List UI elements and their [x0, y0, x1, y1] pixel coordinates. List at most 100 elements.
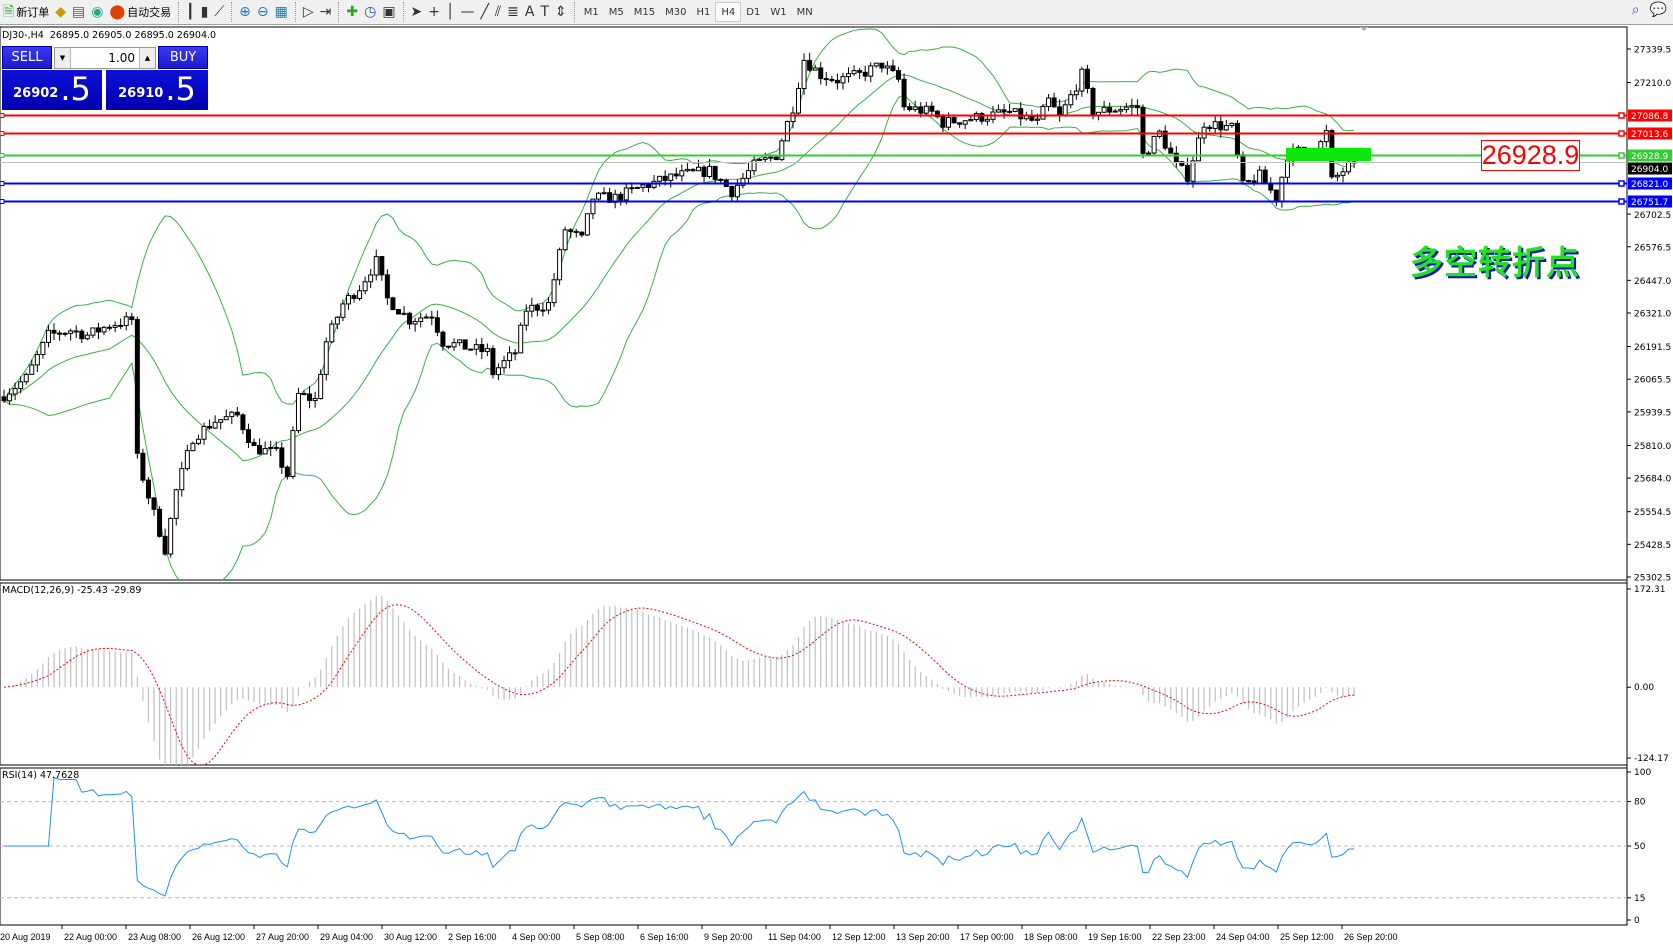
- text-label-button[interactable]: T: [537, 1, 552, 23]
- candle: [162, 528, 168, 556]
- chart-shift-button[interactable]: ⇥: [317, 1, 335, 23]
- timeframe-m1[interactable]: M1: [583, 6, 599, 18]
- trendline-button[interactable]: ╱: [477, 1, 491, 23]
- candle-body: [18, 381, 24, 389]
- crosshair-button[interactable]: +: [425, 1, 443, 23]
- pivot-price-label[interactable]: 26928.9: [1481, 140, 1580, 171]
- buy-button[interactable]: BUY: [158, 46, 208, 69]
- search-icon[interactable]: ⌕: [1631, 2, 1640, 18]
- sell-button[interactable]: SELL: [2, 46, 52, 69]
- candle: [390, 296, 396, 311]
- candle: [445, 345, 451, 350]
- bar-chart-button[interactable]: ┃: [183, 1, 197, 23]
- level-anchor: [1618, 198, 1625, 205]
- candle: [640, 183, 646, 192]
- candle: [1073, 84, 1079, 100]
- annotation-text[interactable]: 多空转折点: [1410, 243, 1580, 282]
- timeframe-m15[interactable]: M15: [633, 6, 656, 18]
- candle-body: [879, 62, 885, 69]
- lot-increase-button[interactable]: ▲: [139, 48, 155, 68]
- candle-body: [712, 165, 718, 180]
- lot-value[interactable]: 1.00: [108, 51, 135, 65]
- indicators-button[interactable]: ✚: [343, 1, 361, 23]
- chat-icon[interactable]: 💬: [1649, 2, 1667, 18]
- candle: [979, 112, 985, 125]
- candle-body: [290, 430, 296, 477]
- templates-button[interactable]: ▣: [379, 1, 398, 23]
- buy-price-button[interactable]: 26910 .5: [106, 70, 208, 110]
- timeframe-m30[interactable]: M30: [665, 6, 687, 18]
- candle-body: [1273, 189, 1279, 202]
- candle-body: [395, 309, 401, 315]
- candle-body: [257, 445, 263, 455]
- timeframe-m5[interactable]: M5: [608, 6, 624, 18]
- timeframe-h1[interactable]: H1: [696, 6, 711, 18]
- candle-body: [962, 120, 968, 125]
- candle-body: [1084, 68, 1090, 89]
- candle: [118, 318, 124, 330]
- auto-trading-button[interactable]: ⬤ 自动交易: [107, 1, 175, 23]
- sell-price-pips: .5: [60, 70, 91, 108]
- candle: [268, 440, 274, 457]
- candle-body: [12, 387, 18, 395]
- candle-body: [190, 442, 196, 452]
- fibonacci-button[interactable]: ≣: [504, 1, 522, 23]
- auto-scroll-button[interactable]: ▷: [300, 1, 317, 23]
- candle-body: [484, 348, 490, 353]
- candle: [846, 67, 852, 83]
- vertical-line-button[interactable]: │: [443, 1, 457, 23]
- candle-body: [918, 106, 924, 114]
- zoom-out-button[interactable]: ⊖: [254, 1, 272, 23]
- candle-body: [1240, 154, 1246, 182]
- candle-body: [207, 425, 213, 429]
- candle: [996, 104, 1002, 113]
- level-anchor: [1618, 180, 1625, 187]
- signals-button[interactable]: ◉: [88, 1, 106, 23]
- candle-body: [418, 317, 424, 322]
- zoom-in-button[interactable]: ⊕: [236, 1, 254, 23]
- candle-body: [1257, 169, 1263, 184]
- candle: [40, 341, 46, 359]
- text-button[interactable]: A: [522, 1, 538, 23]
- timeframe-h4[interactable]: H4: [715, 2, 742, 22]
- candle-body: [423, 316, 429, 319]
- time-tick-label: 24 Sep 04:00: [1216, 932, 1270, 942]
- sell-price-button[interactable]: 26902 .5: [2, 70, 102, 110]
- tile-windows-button[interactable]: ▦: [272, 1, 291, 23]
- timeframe-mn[interactable]: MN: [796, 6, 813, 18]
- candle: [179, 461, 185, 497]
- metaeditor-button[interactable]: ◆: [52, 1, 69, 23]
- horizontal-line-button[interactable]: —: [457, 1, 477, 23]
- timeframe-w1[interactable]: W1: [770, 6, 787, 18]
- lot-size-field[interactable]: ▼ 1.00 ▲: [54, 47, 156, 69]
- new-order-button[interactable]: 🗎 新订单: [0, 1, 52, 23]
- candle: [834, 73, 840, 90]
- cursor-button[interactable]: ➤: [408, 1, 426, 23]
- candle-body: [1262, 169, 1268, 184]
- candle: [351, 293, 357, 303]
- arrows-button[interactable]: ⇕: [552, 1, 570, 23]
- candle: [1112, 108, 1118, 113]
- bollinger-middle: [3, 74, 1355, 462]
- candle: [696, 159, 701, 172]
- candle: [379, 256, 385, 281]
- candle: [323, 337, 329, 381]
- toolbar-separator: [178, 2, 180, 22]
- candle: [301, 390, 307, 396]
- candle: [329, 320, 335, 344]
- candle: [1129, 98, 1135, 115]
- candle: [796, 82, 802, 116]
- bollinger-lower: [3, 94, 1355, 580]
- line-chart-button[interactable]: ⟋: [211, 1, 227, 23]
- candle: [868, 62, 874, 83]
- candle: [1173, 146, 1179, 168]
- timeframe-d1[interactable]: D1: [746, 6, 761, 18]
- candle: [45, 325, 51, 348]
- navigator-button[interactable]: ▤: [69, 1, 88, 23]
- candlestick-button[interactable]: ▮: [198, 1, 212, 23]
- periods-button[interactable]: ◷: [361, 1, 379, 23]
- lot-decrease-button[interactable]: ▼: [55, 48, 71, 68]
- fibonacci-channel-button[interactable]: ⫽: [492, 1, 504, 23]
- vertical-line-icon: │: [446, 4, 455, 20]
